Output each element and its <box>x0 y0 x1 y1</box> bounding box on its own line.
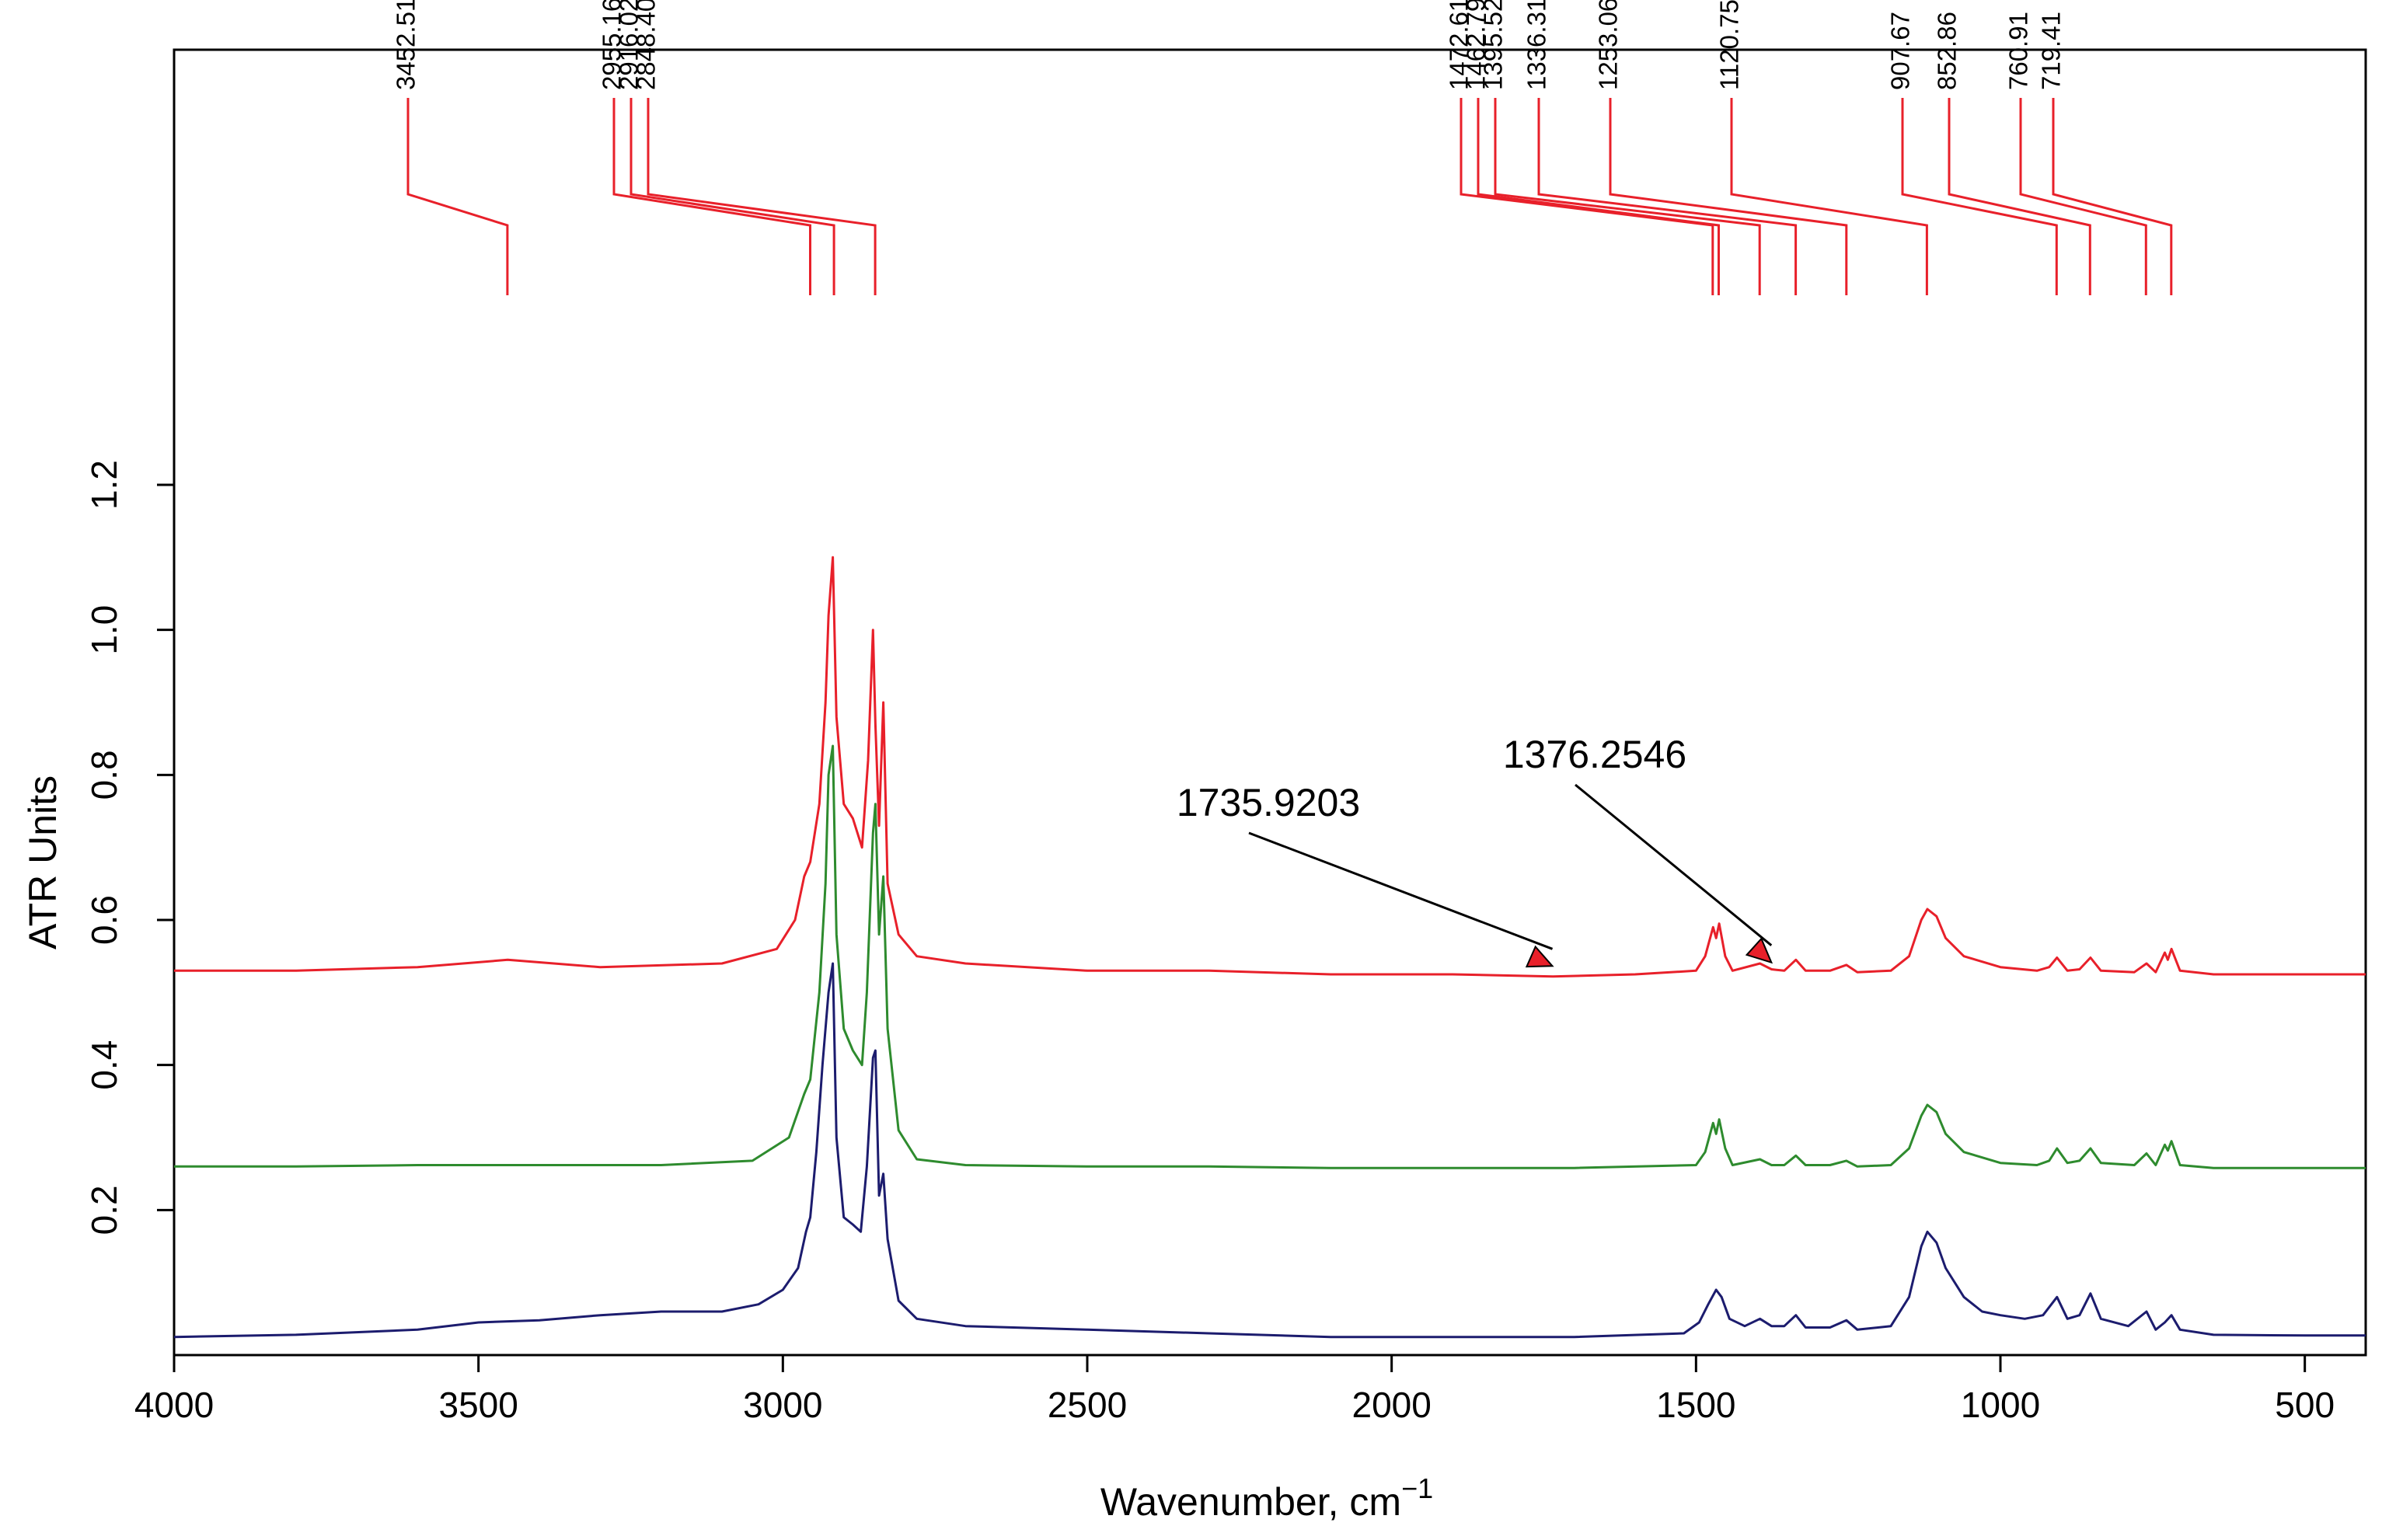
y-axis-title: ATR Units <box>21 775 65 949</box>
peak-marker-line-1253.06 <box>1609 98 1848 295</box>
peak-marker-label-1462.79: 1462.79 <box>1462 0 1491 90</box>
peak-marker-label-3452.51: 3452.51 <box>392 0 420 90</box>
x-tick-label-1000: 1000 <box>1961 1385 2040 1425</box>
peak-marker-label-2916.02: 2916.02 <box>615 0 643 90</box>
x-tick-label-4000: 4000 <box>134 1385 214 1425</box>
peak-marker-label-852.86: 852.86 <box>1933 12 1962 90</box>
peak-marker-line-760.91 <box>2019 98 2147 295</box>
y-tick-label-5: 1.2 <box>84 460 124 510</box>
x-tick-label-2500: 2500 <box>1048 1385 1127 1425</box>
x-tick-label-1500: 1500 <box>1656 1385 1735 1425</box>
peak-marker-label-2955.16: 2955.16 <box>598 0 626 90</box>
y-tick-label-0: 0.2 <box>84 1185 124 1235</box>
x-tick-label-2000: 2000 <box>1351 1385 1431 1425</box>
annotation-leader-0 <box>1248 831 1554 950</box>
peak-marker-line-1120.75 <box>1730 98 1928 295</box>
y-tick-label-2: 0.6 <box>84 895 124 945</box>
peak-marker-label-1253.06: 1253.06 <box>1594 0 1623 90</box>
peak-marker-line-852.86 <box>1948 98 2091 295</box>
x-tick-label-3000: 3000 <box>743 1385 822 1425</box>
plot-frame <box>173 48 2367 1357</box>
y-tick-label-4: 1.0 <box>84 605 124 655</box>
peak-marker-label-2848.40: 2848.40 <box>632 0 661 90</box>
annotation-arrowhead-1 <box>1745 937 1773 964</box>
series-line-green <box>174 744 2366 1169</box>
peak-marker-line-1336.31 <box>1537 98 1798 295</box>
x-axis: 4000 3500 3000 2500 2000 1500 1000 500 <box>134 1355 2335 1425</box>
peak-marker-line-907.67 <box>1901 98 2058 295</box>
annotation-leader-1 <box>1575 783 1773 946</box>
peak-marker-line-1472.61 <box>1460 98 1714 295</box>
y-axis: 0.2 0.4 0.6 0.8 1.0 1.2 <box>84 460 174 1235</box>
annotation-label-1: 1376.2546 <box>1503 733 1686 776</box>
annotations: 1735.9203 1376.2546 <box>1177 733 1773 968</box>
peak-marker-line-1462.79 <box>1477 98 1720 295</box>
peak-marker-label-1472.61: 1472.61 <box>1445 0 1474 90</box>
peak-marker-label-1120.75: 1120.75 <box>1715 0 1744 90</box>
peak-marker-line-1395.52 <box>1494 98 1761 295</box>
annotation-label-0: 1735.9203 <box>1177 781 1360 824</box>
peak-marker-label-907.67: 907.67 <box>1886 12 1915 90</box>
y-tick-label-3: 0.8 <box>84 750 124 800</box>
series-line-red <box>174 556 2366 978</box>
x-axis-title-superscript: −1 <box>1401 1472 1433 1504</box>
peak-marker-line-2955.16 <box>612 98 811 295</box>
peak-marker-label-760.91: 760.91 <box>2004 12 2033 90</box>
x-axis-title: Wavenumber, cm−1 <box>1100 1472 1433 1524</box>
x-tick-label-3500: 3500 <box>438 1385 518 1425</box>
peak-marker-line-2848.40 <box>647 98 877 295</box>
peak-marker-line-3452.51 <box>406 98 509 295</box>
peak-marker-label-1336.31: 1336.31 <box>1522 0 1551 90</box>
series-line-navy <box>173 962 2366 1339</box>
peak-marker-line-2916.02 <box>630 98 835 295</box>
peak-marker-label-1395.52: 1395.52 <box>1479 0 1508 90</box>
peak-marker-label-719.41: 719.41 <box>2037 12 2066 90</box>
peak-marker-line-719.41 <box>2052 98 2173 295</box>
spectra-series <box>173 556 2366 1339</box>
annotation-arrowhead-0 <box>1525 945 1554 968</box>
y-tick-label-1: 0.4 <box>84 1040 124 1090</box>
x-tick-label-500: 500 <box>2275 1385 2335 1425</box>
